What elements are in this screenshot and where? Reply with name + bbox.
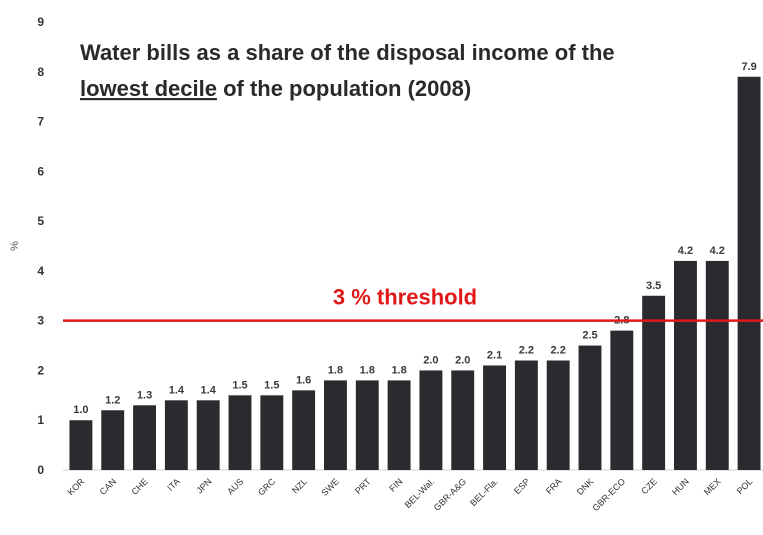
y-axis-label: % <box>9 241 21 251</box>
y-tick-label: 3 <box>37 314 44 328</box>
bar-fra <box>546 360 570 470</box>
y-tick-label: 1 <box>37 413 44 427</box>
bar-bel-fla- <box>483 365 506 470</box>
y-tick-label: 7 <box>37 115 44 129</box>
bar-value-label: 1.5 <box>232 379 247 391</box>
bars <box>69 76 761 470</box>
x-tick-label: CAN <box>98 476 119 497</box>
bar-value-label: 1.8 <box>328 364 343 376</box>
title-line-1: Water bills as a share of the disposal i… <box>80 40 615 65</box>
x-tick-label: BEL-Fla. <box>468 476 500 508</box>
bar-mex <box>705 260 729 470</box>
x-tick-label: ESP <box>512 476 532 496</box>
bar-bel-wal- <box>419 370 443 470</box>
x-tick-label: MEX <box>702 476 723 497</box>
x-tick-label: ITA <box>165 476 182 493</box>
title-line-2: lowest decile of the population (2008) <box>80 76 471 101</box>
bar-jpn <box>196 400 220 470</box>
bar-dnk <box>578 345 602 470</box>
bar-esp <box>514 360 538 470</box>
y-tick-label: 4 <box>37 264 44 278</box>
x-tick-label: CZE <box>639 476 659 496</box>
bar-value-labels: 1.0 1.2 1.3 1.4 1.4 1.5 1.5 1.6 1.8 1.8 1.8 2.0 2.0 2… <box>73 61 756 416</box>
x-tick-label: AUS <box>225 476 245 496</box>
bar-value-label: 2.2 <box>519 344 534 356</box>
bar-value-label: 3.5 <box>646 280 661 292</box>
x-tick-label: NZL <box>290 476 309 495</box>
threshold: 3 % threshold <box>63 285 763 322</box>
bar-value-label: 1.5 <box>264 379 279 391</box>
bar-ita <box>164 400 188 470</box>
x-tick-label: POL <box>735 476 755 496</box>
bar-value-label: 7.9 <box>741 61 756 73</box>
x-tick-label: PRT <box>353 476 373 496</box>
bar-value-label: 1.8 <box>391 364 406 376</box>
bar-value-label: 1.4 <box>201 384 217 396</box>
x-tick-label: CHE <box>129 476 150 497</box>
x-tick-label: SWE <box>319 476 341 498</box>
bar-value-label: 1.4 <box>169 384 185 396</box>
y-tick-label: 2 <box>37 363 44 377</box>
bar-value-label: 4.2 <box>678 245 693 257</box>
x-tick-label: GBR-ECO <box>590 476 627 513</box>
bar-kor <box>69 420 93 470</box>
threshold-label: 3 % threshold <box>333 285 477 310</box>
bar-che <box>133 405 156 470</box>
bar-value-label: 1.0 <box>73 404 88 416</box>
x-tick-label: DNK <box>575 476 596 497</box>
y-tick-label: 0 <box>37 463 44 477</box>
x-tick-label: GRC <box>256 476 278 498</box>
bar-pol <box>737 76 761 470</box>
x-tick-label: FIN <box>387 476 404 493</box>
y-tick-label: 6 <box>37 164 44 178</box>
title-underlined-part: lowest decile <box>80 76 217 101</box>
x-axis: KOR CAN CHE ITA JPN AUS GRC NZL SWE PRT FINBEL-Wal… <box>65 476 754 513</box>
bar-gbr-a-g <box>451 370 475 470</box>
bar-value-label: 4.2 <box>710 245 725 257</box>
bar-value-label: 2.0 <box>455 354 470 366</box>
bar-value-label: 2.2 <box>551 344 566 356</box>
x-tick-label: JPN <box>194 476 213 495</box>
y-tick-label: 5 <box>37 214 44 228</box>
bar-value-label: 2.5 <box>582 330 597 342</box>
bar-nzl <box>292 390 316 470</box>
bar-value-label: 1.3 <box>137 389 152 401</box>
x-tick-label: KOR <box>65 476 86 497</box>
title-rest-part: of the population (2008) <box>217 76 471 101</box>
bar-can <box>101 410 125 470</box>
bar-prt <box>355 380 379 470</box>
bar-cze <box>642 295 666 470</box>
chart-title: Water bills as a share of the disposal i… <box>80 40 615 101</box>
x-tick-label: GBR-A&G <box>432 476 468 512</box>
bar-gbr-eco <box>610 330 634 470</box>
y-tick-label: 9 <box>37 15 44 29</box>
x-tick-label: HUN <box>670 476 691 497</box>
bar-aus <box>228 395 252 470</box>
bar-value-label: 1.6 <box>296 374 311 386</box>
bar-value-label: 1.8 <box>360 364 375 376</box>
bar-grc <box>260 395 284 470</box>
bar-value-label: 2.1 <box>487 349 502 361</box>
bar-value-label: 2.0 <box>423 354 438 366</box>
bar-swe <box>324 380 347 470</box>
bar-value-label: 1.2 <box>105 394 120 406</box>
bar-hun <box>674 260 697 470</box>
x-tick-label: FRA <box>544 476 564 496</box>
bar-fin <box>387 380 411 470</box>
y-tick-label: 8 <box>37 65 44 79</box>
